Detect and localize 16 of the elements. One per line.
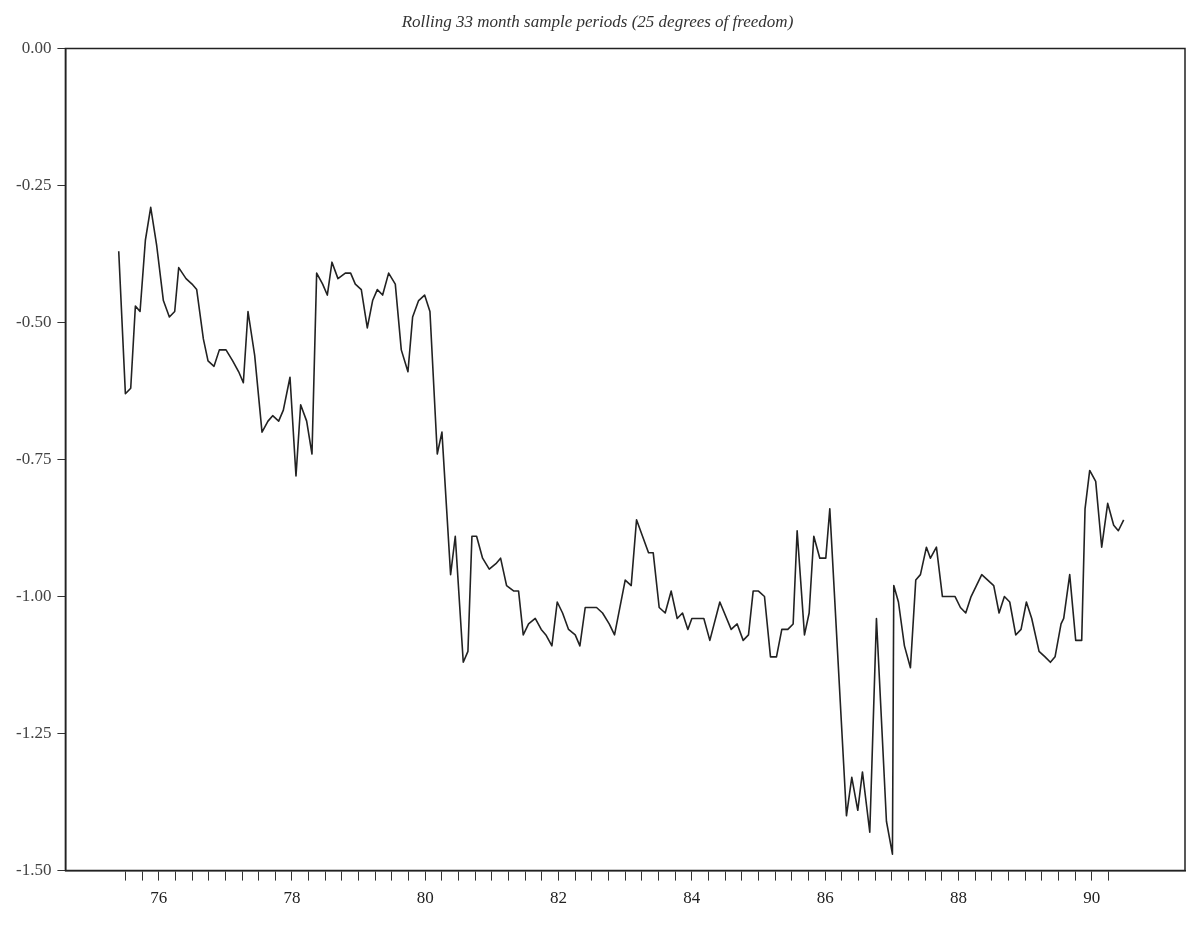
x-tick-label: 82 <box>550 888 568 908</box>
y-tick-label: -0.25 <box>15 174 52 194</box>
y-tick-label: -1.25 <box>15 723 52 743</box>
x-tick-label: 90 <box>1083 888 1101 908</box>
x-tick-label: 78 <box>283 888 301 908</box>
chart-title: Rolling 33 month sample periods (25 degrees of freedom) <box>400 11 794 31</box>
y-tick-label: 0.00 <box>21 37 52 57</box>
y-tick-label: -0.75 <box>15 448 52 468</box>
x-tick-label: 76 <box>150 888 168 908</box>
x-tick-label: 86 <box>816 888 834 908</box>
x-tick-label: 80 <box>416 888 434 908</box>
y-tick-label: -1.00 <box>15 586 52 605</box>
y-tick-label: -0.50 <box>15 311 52 331</box>
y-tick-label: -1.50 <box>15 860 52 880</box>
x-tick-label: 84 <box>683 888 701 908</box>
x-tick-label: 88 <box>949 888 967 908</box>
